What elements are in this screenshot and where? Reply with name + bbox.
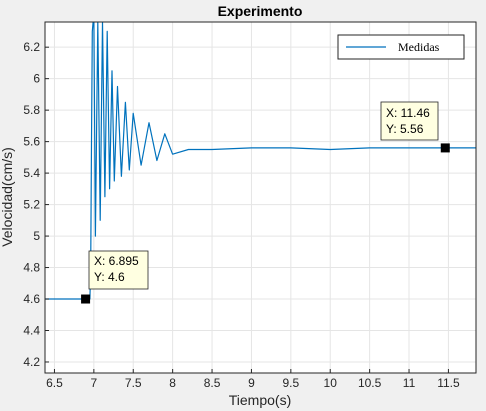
datatip-2-y: Y: 5.56 — [386, 122, 424, 136]
datatip-1[interactable]: X: 6.895 Y: 4.6 — [88, 250, 149, 290]
x-tick-label: 7.5 — [125, 376, 142, 390]
datatip-2-x: X: 11.46 — [386, 106, 430, 120]
datatip-2[interactable]: X: 11.46 Y: 5.56 — [380, 101, 439, 141]
axes-frame — [44, 21, 477, 374]
x-tick-labels: 6.5 7 7.5 8 8.5 9 9.5 10 10.5 11 11.5 — [46, 376, 460, 390]
y-tick-labels: 4.2 4.4 4.6 4.8 5 5.2 5.4 5.6 5.8 6 6.2 — [23, 40, 40, 369]
datatip-markers — [81, 143, 450, 304]
x-axis-label: Tiempo(s) — [229, 392, 292, 408]
datatip-1-y: Y: 4.6 — [94, 270, 125, 284]
datatip-1-x: X: 6.895 — [94, 254, 139, 268]
y-tick-label: 4.8 — [23, 261, 40, 275]
y-tick-label: 6 — [33, 72, 40, 86]
y-tick-label: 5.8 — [23, 103, 40, 117]
axes — [44, 21, 477, 374]
x-tick-label: 8.5 — [204, 376, 221, 390]
x-tick-label: 6.5 — [46, 376, 63, 390]
x-tick-label: 10.5 — [358, 376, 382, 390]
y-tick-label: 4.4 — [23, 324, 40, 338]
chart-title: Experimento — [218, 3, 303, 19]
x-tick-label: 9.5 — [282, 376, 299, 390]
legend-entry-medidas: Medidas — [398, 40, 440, 54]
y-tick-label: 4.2 — [23, 355, 40, 369]
x-tick-label: 11.5 — [437, 376, 460, 390]
datatip-marker-2[interactable] — [440, 143, 450, 153]
x-tick-label: 11 — [403, 376, 416, 390]
x-tick-label: 8 — [169, 376, 176, 390]
datatip-1-box — [88, 250, 149, 290]
y-tick-label: 5 — [33, 229, 40, 243]
x-tick-label: 9 — [248, 376, 255, 390]
x-tick-label: 7 — [91, 376, 98, 390]
x-tick-label: 10 — [324, 376, 338, 390]
y-tick-label: 5.6 — [23, 135, 40, 149]
y-tick-label: 4.6 — [23, 292, 40, 306]
y-tick-label: 6.2 — [23, 40, 40, 54]
legend[interactable]: Medidas — [337, 34, 465, 60]
datatip-marker-1[interactable] — [81, 294, 91, 304]
y-tick-label: 5.2 — [23, 198, 40, 212]
plot-area[interactable] — [45, 22, 476, 373]
y-axis-label: Velocidad(cm/s) — [0, 147, 15, 247]
y-tick-label: 5.4 — [23, 166, 40, 180]
datatip-2-box — [380, 101, 439, 141]
series-line-medidas — [45, 22, 476, 300]
series-group — [45, 22, 476, 300]
